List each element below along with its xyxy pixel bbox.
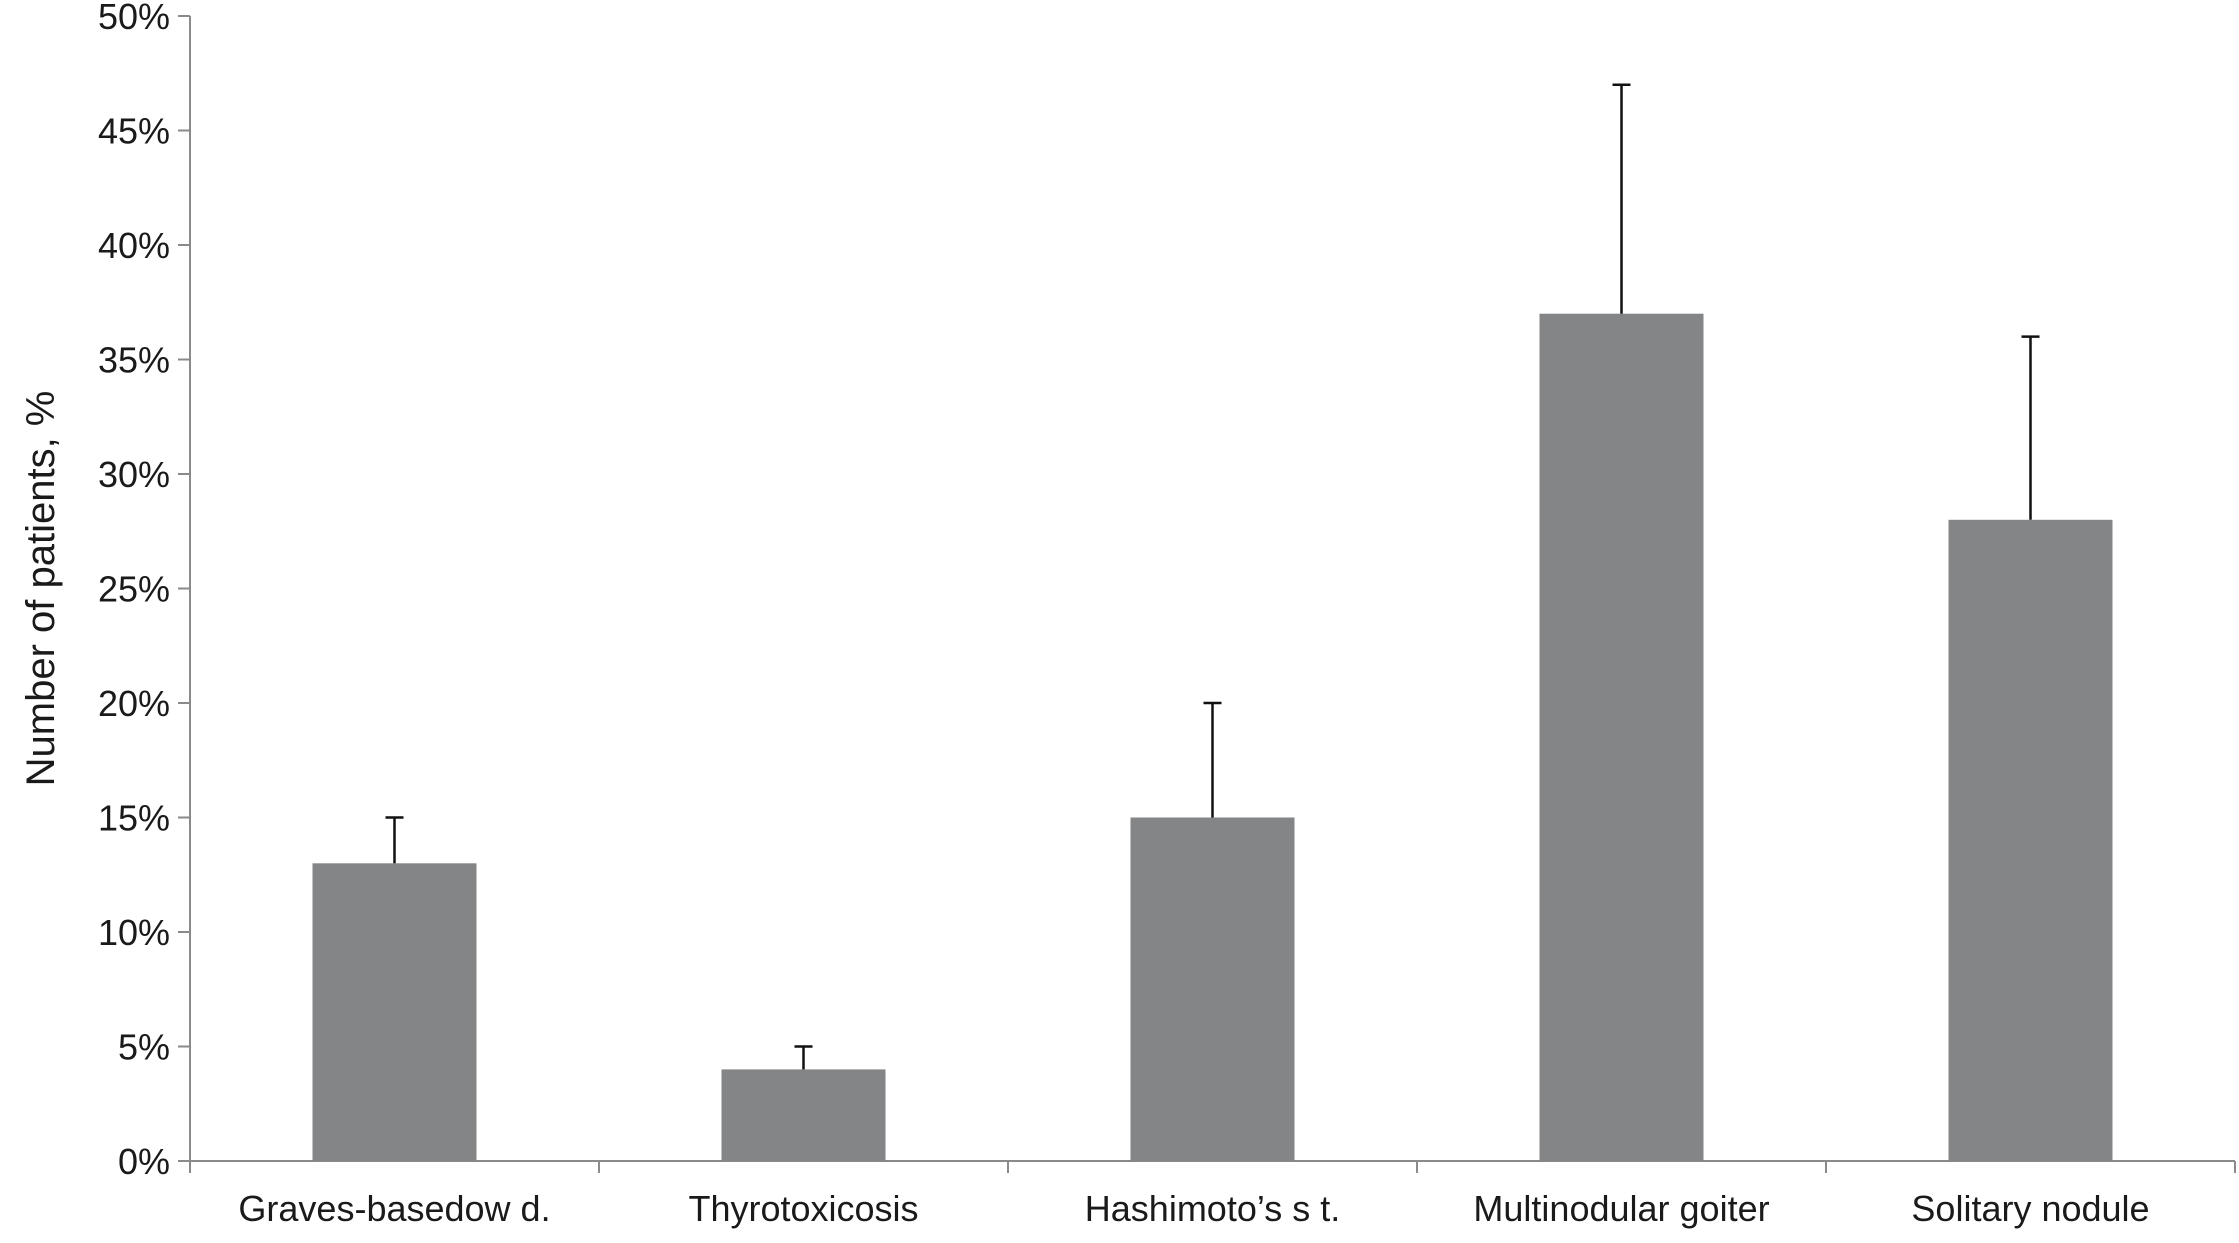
category-label: Solitary nodule [1911,1188,2149,1229]
y-tick-label: 15% [98,798,170,839]
y-tick-label: 50% [98,0,170,37]
category-label: Thyrotoxicosis [688,1188,918,1229]
y-tick-label: 35% [98,340,170,381]
y-tick-label: 5% [118,1027,170,1068]
y-tick-label: 25% [98,569,170,610]
y-tick-label: 40% [98,225,170,266]
error-bars [385,83,2040,1070]
category-labels: Graves-basedow d. Thyrotoxicosis Hashimoto… [238,1188,2149,1229]
y-tick-label: 20% [98,683,170,724]
category-label: Graves-basedow d. [238,1188,550,1229]
category-label: Multinodular goiter [1473,1188,1769,1229]
y-tick-label: 45% [98,111,170,152]
x-ticks [189,1161,2236,1173]
y-axis-title: Number of patients, % [19,391,63,787]
y-tick-label: 10% [98,912,170,953]
y-axis: 0% 5% 10% 15% 20% 25% 30% 35% 40% 45% 50% [98,0,191,1182]
bar [721,1069,886,1161]
y-ticks: 0% 5% 10% 15% 20% 25% 30% 35% 40% 45% 50% [98,0,190,1182]
bar [1130,817,1295,1161]
bar [1539,313,1704,1161]
y-tick-label: 30% [98,454,170,495]
bars [312,313,2113,1161]
bar [312,863,477,1161]
x-axis [189,1160,2236,1173]
category-label: Hashimoto’s s t. [1085,1188,1340,1229]
y-tick-label: 0% [118,1141,170,1182]
bar [1948,519,2113,1161]
